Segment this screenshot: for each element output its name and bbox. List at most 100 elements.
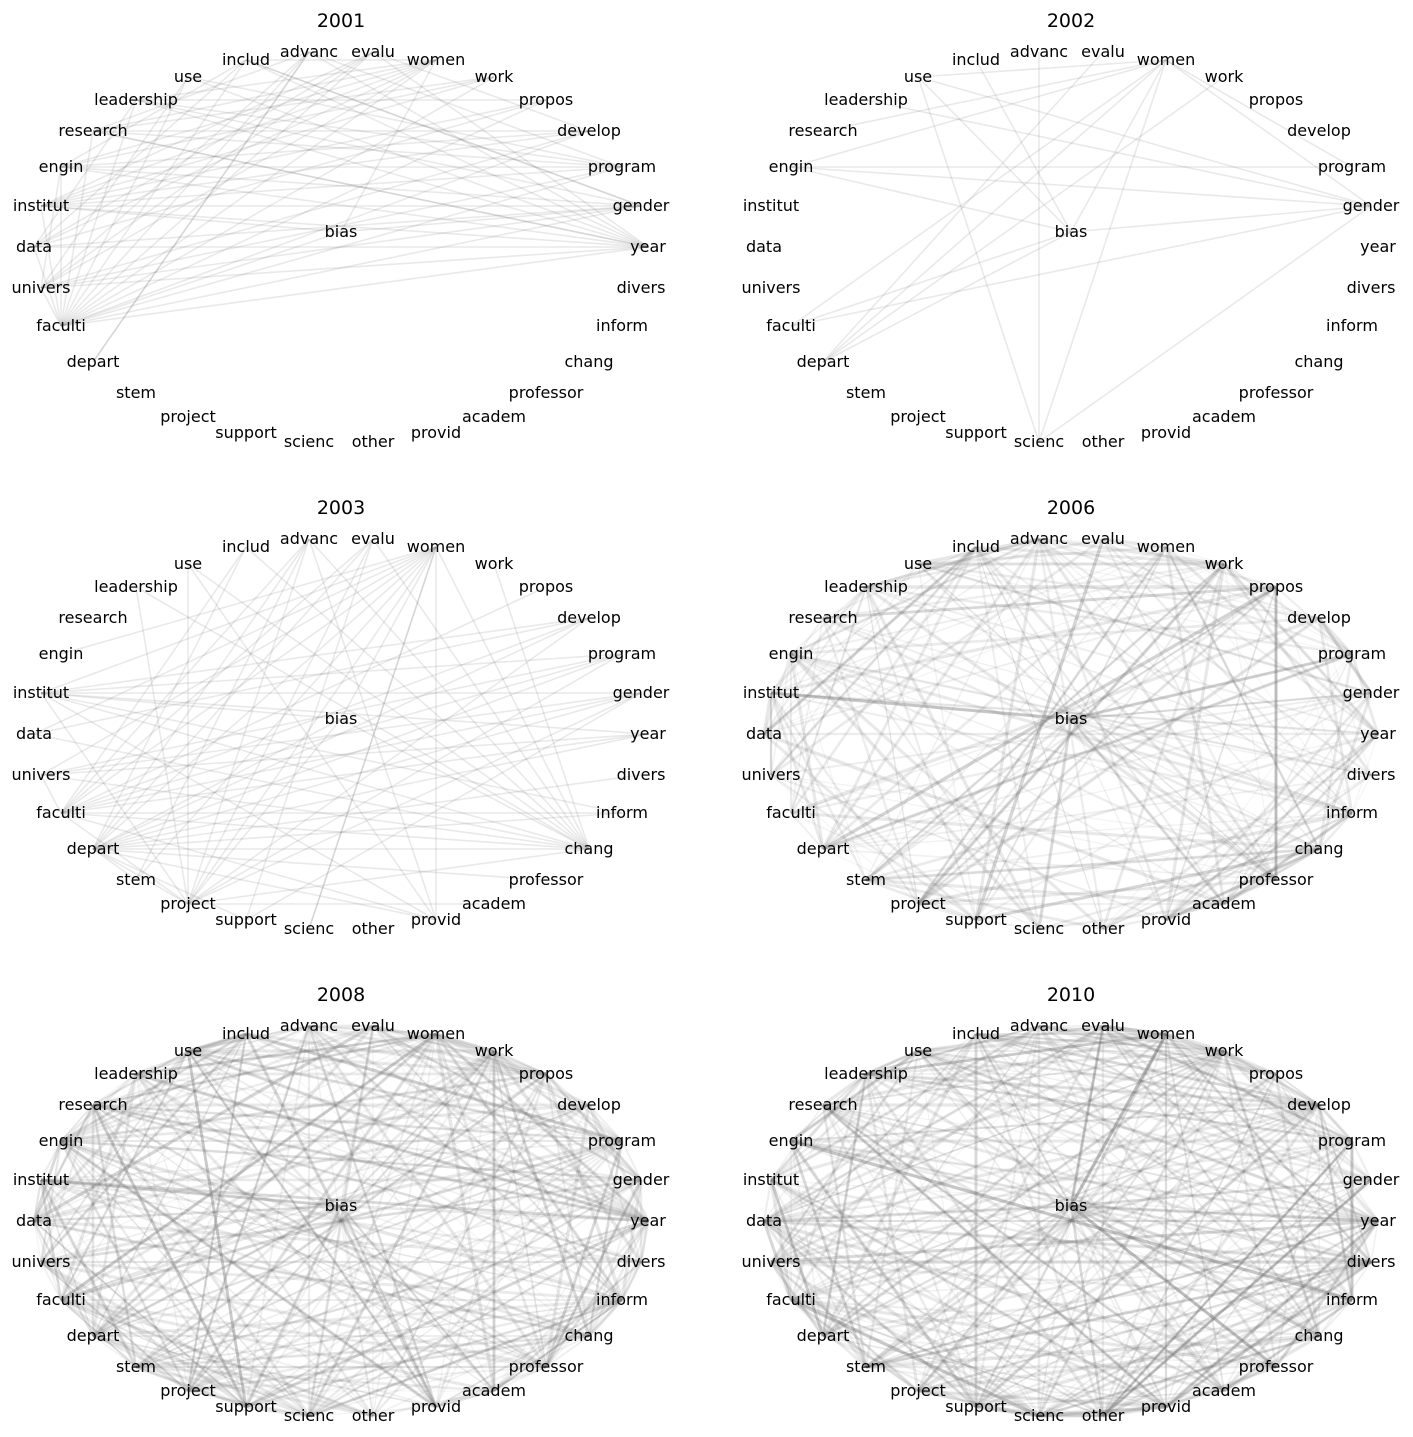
- edge: [91, 1104, 248, 1408]
- edge: [821, 546, 978, 850]
- edge: [770, 537, 1104, 777]
- edge: [1070, 692, 1372, 720]
- edge: [60, 205, 642, 327]
- node-label-year: year: [1360, 1211, 1396, 1230]
- edge: [1223, 1050, 1320, 1337]
- edge: [917, 1025, 1040, 1392]
- edge: [770, 1033, 977, 1263]
- edge: [1038, 902, 1225, 931]
- edge: [917, 1389, 1040, 1418]
- node-label-work: work: [1205, 554, 1244, 573]
- node-label-univers: univers: [742, 278, 801, 297]
- edge: [1037, 1050, 1226, 1417]
- edge: [763, 1219, 977, 1409]
- node-label-women: women: [1137, 1024, 1195, 1043]
- edge: [340, 1050, 495, 1207]
- edge: [1070, 1205, 1277, 1368]
- edge: [822, 1104, 1225, 1392]
- edge: [1070, 1204, 1372, 1264]
- edge: [790, 1073, 867, 1142]
- node-label-faculti: faculti: [766, 316, 816, 335]
- edge: [40, 59, 437, 207]
- edge: [60, 1140, 374, 1417]
- node-label-faculti: faculti: [36, 1290, 86, 1309]
- edge: [1101, 1050, 1226, 1417]
- edge: [40, 1033, 247, 1263]
- edge: [40, 692, 189, 905]
- node-label-support: support: [945, 910, 1006, 929]
- edge: [1223, 1050, 1372, 1181]
- edge: [587, 1220, 650, 1337]
- edge: [822, 1050, 1225, 1106]
- edge: [135, 1032, 247, 1076]
- edge: [1038, 1025, 1379, 1222]
- node-label-depart: depart: [67, 1326, 120, 1345]
- node-label-includ: includ: [952, 1024, 1000, 1043]
- edge: [790, 1298, 1320, 1338]
- edge: [770, 774, 1167, 921]
- edge: [187, 1103, 590, 1393]
- edge: [770, 585, 1277, 695]
- edge: [821, 1033, 978, 1337]
- edge: [245, 1335, 590, 1408]
- edge: [32, 1049, 190, 1223]
- edge: [975, 546, 1104, 930]
- node-label-includ: includ: [952, 50, 1000, 69]
- edge: [975, 546, 1072, 720]
- edge: [60, 1140, 310, 1417]
- edge: [135, 99, 623, 168]
- edge: [544, 1179, 643, 1368]
- node-label-support: support: [945, 1397, 1006, 1416]
- edge: [60, 1032, 437, 1302]
- edge: [186, 1033, 248, 1392]
- edge: [1102, 1024, 1353, 1143]
- edge: [40, 653, 623, 776]
- edge: [917, 1050, 977, 1408]
- edge: [864, 586, 978, 921]
- edge: [917, 563, 977, 921]
- edge: [60, 1299, 374, 1417]
- edge: [372, 1024, 642, 1182]
- edge: [587, 1104, 650, 1222]
- edge: [1038, 538, 1167, 548]
- edge: [1069, 1033, 1168, 1207]
- edge: [769, 692, 825, 850]
- node-label-leadership: leadership: [94, 90, 178, 109]
- node-label-provid: provid: [1141, 1397, 1191, 1416]
- edge: [790, 59, 1167, 168]
- edge: [769, 546, 978, 776]
- edge: [769, 692, 868, 881]
- edge: [1164, 692, 1373, 921]
- edge: [33, 59, 437, 248]
- edge: [187, 1050, 495, 1392]
- edge: [1038, 1390, 1225, 1417]
- edge: [60, 1033, 437, 1301]
- edge: [916, 1049, 1226, 1393]
- edge: [187, 1049, 623, 1143]
- edge: [187, 1050, 437, 1408]
- node-label-engin: engin: [39, 1131, 84, 1150]
- edge: [822, 1104, 1372, 1181]
- edge: [1318, 1104, 1353, 1301]
- edge: [822, 1104, 1320, 1337]
- edge: [917, 563, 1225, 905]
- edge: [917, 546, 1167, 905]
- edge: [1038, 1205, 1072, 1417]
- edge: [770, 546, 977, 694]
- edge: [975, 1033, 1353, 1301]
- edge: [865, 537, 1104, 589]
- edge: [245, 59, 649, 248]
- edge: [770, 1178, 1167, 1409]
- edge: [1370, 1220, 1379, 1263]
- edge: [1165, 732, 1379, 922]
- edge: [1164, 1219, 1380, 1409]
- edge: [916, 1205, 1073, 1392]
- edge: [865, 878, 1104, 931]
- edge: [822, 1335, 1277, 1368]
- edge: [434, 1073, 548, 1408]
- edge: [865, 585, 1277, 882]
- edge: [1102, 902, 1225, 931]
- node-label-program: program: [588, 157, 656, 176]
- node-label-univers: univers: [742, 765, 801, 784]
- edge: [40, 205, 62, 327]
